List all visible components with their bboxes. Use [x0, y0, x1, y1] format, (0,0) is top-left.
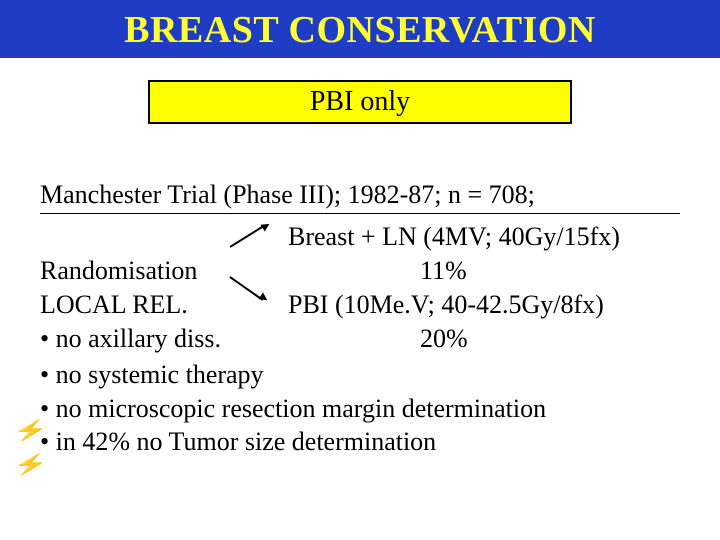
bullet-3: • in 42% no Tumor size determination [40, 425, 680, 458]
local-rel-label: LOCAL REL. [40, 288, 188, 321]
bolt-icon: ⚡ [13, 418, 48, 443]
bullet-2: • no microscopic resection margin determ… [40, 392, 680, 425]
arm2-label: PBI (10Me.V; 40-42.5Gy/8fx) [288, 288, 604, 321]
header-band: BREAST CONSERVATION [0, 0, 720, 58]
content-block: Manchester Trial (Phase III); 1982-87; n… [40, 178, 680, 458]
slide: BREAST CONSERVATION PBI only Manchester … [0, 0, 720, 540]
arm2-pct: 20% [420, 322, 468, 355]
bullet-list: • no systemic therapy • no microscopic r… [40, 358, 680, 458]
subtitle-wrap: PBI only [0, 80, 720, 124]
local-rel-row: LOCAL REL. PBI (10Me.V; 40-42.5Gy/8fx) [40, 288, 680, 322]
bullet-1: • no systemic therapy [40, 358, 680, 391]
slide-title: BREAST CONSERVATION [124, 9, 596, 51]
trial-line: Manchester Trial (Phase III); 1982-87; n… [40, 178, 680, 214]
arm1-pct: 11% [420, 254, 467, 287]
bullet-0: • no axillary diss. [40, 322, 221, 355]
randomisation-row: Randomisation 11% [40, 254, 680, 288]
arm1-label: Breast + LN (4MV; 40Gy/15fx) [288, 220, 620, 253]
randomisation-label: Randomisation [40, 254, 197, 287]
arm1-row: Breast + LN (4MV; 40Gy/15fx) [40, 220, 680, 254]
arm2-pct-row: • no axillary diss. 20% [40, 322, 680, 356]
bolt-icon: ⚡ [13, 452, 48, 477]
subtitle-box: PBI only [148, 80, 572, 124]
